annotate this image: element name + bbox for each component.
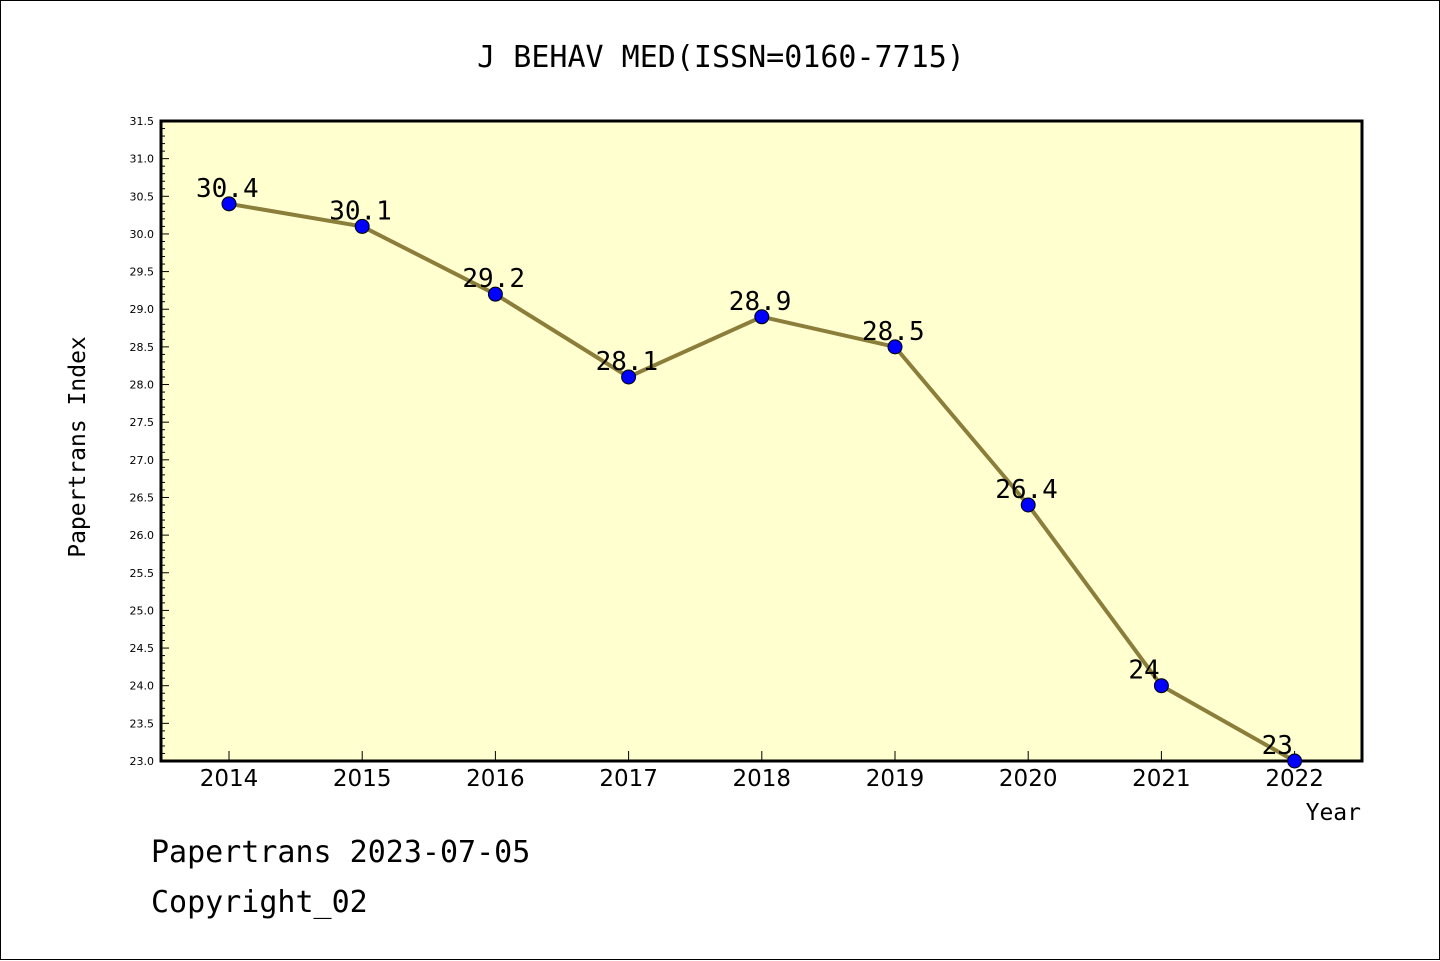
y-axis-title: Papertrans Index [65, 336, 91, 558]
data-point-marker [221, 196, 237, 212]
footer-copyright: Copyright_02 [151, 885, 368, 920]
x-tick-label: 2017 [599, 766, 658, 792]
x-axis: 2014 2015 2016 2017 2018 2019 2020 2021 2022 [200, 751, 1324, 792]
data-point-marker [1287, 753, 1303, 769]
data-label: 30.4 [196, 174, 259, 204]
data-point-marker [354, 218, 370, 234]
y-tick-label: 23.0 [130, 755, 155, 768]
y-tick-label: 31.0 [130, 153, 155, 166]
data-point-marker [1153, 678, 1169, 694]
y-tick-label: 29.0 [130, 303, 155, 316]
data-point-marker [1020, 497, 1036, 513]
y-tick-label: 30.0 [130, 228, 155, 241]
data-label: 28.5 [862, 317, 925, 347]
y-tick-label: 26.0 [130, 529, 155, 542]
x-tick-label: 2019 [866, 766, 925, 792]
y-tick-label: 26.5 [130, 491, 155, 504]
data-label: 23 [1262, 731, 1293, 761]
data-label: 30.1 [329, 196, 392, 226]
data-label: 28.9 [729, 287, 792, 317]
chart-title: J BEHAV MED(ISSN=0160-7715) [477, 40, 965, 75]
y-tick-label: 28.0 [130, 379, 155, 392]
y-tick-label: 29.5 [130, 266, 155, 279]
data-label: 29.2 [462, 264, 525, 294]
series-line-group [221, 196, 1303, 769]
data-point-marker [887, 339, 903, 355]
data-point-marker [621, 369, 637, 385]
data-point-marker [754, 309, 770, 325]
x-tick-label: 2022 [1265, 766, 1324, 792]
y-tick-label: 24.0 [130, 680, 155, 693]
y-tick-label: 24.5 [130, 642, 155, 655]
x-tick-label: 2014 [200, 766, 259, 792]
y-tick-label: 25.0 [130, 604, 155, 617]
y-tick-label: 27.0 [130, 454, 155, 467]
data-labels: 30.4 30.1 29.2 28.1 28.9 28.5 26.4 24 23 [196, 174, 1293, 761]
y-tick-label: 25.5 [130, 567, 155, 580]
y-axis: 23.0 23.5 24.0 24.5 25.0 25.5 26.0 26.5 27.0 27.5… [130, 115, 169, 768]
x-axis-title: Year [1306, 800, 1361, 826]
data-label: 24 [1128, 656, 1159, 686]
x-tick-label: 2016 [466, 766, 525, 792]
y-tick-label: 31.5 [130, 115, 155, 128]
data-point-marker [487, 286, 503, 302]
x-tick-label: 2015 [333, 766, 392, 792]
y-tick-label: 30.5 [130, 190, 155, 203]
data-label: 26.4 [995, 475, 1058, 505]
x-tick-label: 2021 [1132, 766, 1191, 792]
x-tick-label: 2020 [999, 766, 1058, 792]
y-tick-label: 28.5 [130, 341, 155, 354]
data-label: 28.1 [596, 347, 659, 377]
y-tick-label: 23.5 [130, 717, 155, 730]
footer-source: Papertrans 2023-07-05 [151, 835, 531, 870]
y-tick-label: 27.5 [130, 416, 155, 429]
x-tick-label: 2018 [733, 766, 792, 792]
